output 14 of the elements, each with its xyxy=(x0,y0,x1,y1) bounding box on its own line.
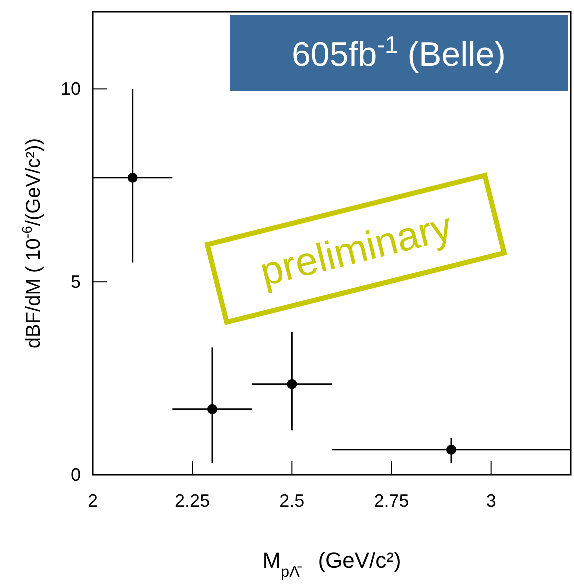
x-tick-label: 3 xyxy=(486,491,496,511)
y-tick-label: 10 xyxy=(60,79,81,100)
x-tick-label: 2.5 xyxy=(280,491,305,511)
point xyxy=(446,444,456,455)
annotation: 605fb$^{-1}$ (Belle) xyxy=(292,32,506,74)
y-tick-label: 5 xyxy=(70,272,81,292)
x-axis-title: M$_{pΛ̄}$ (GeV/c²) xyxy=(262,548,402,580)
x-tick-label: 2.25 xyxy=(175,491,210,511)
x-tick-label: 2 xyxy=(88,491,98,511)
x-tick-label: 2.75 xyxy=(374,491,410,511)
y-tick-label: 0 xyxy=(70,465,81,485)
point xyxy=(128,172,138,183)
point xyxy=(287,379,298,390)
point xyxy=(208,404,218,414)
